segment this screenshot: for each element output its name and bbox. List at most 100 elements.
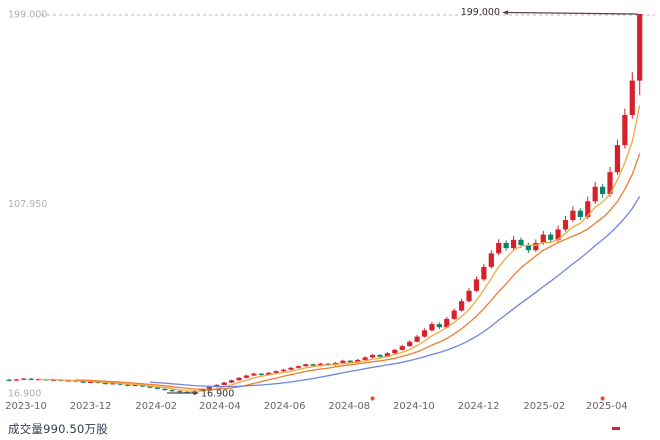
- candle-body: [510, 239, 517, 249]
- candle-body: [125, 384, 131, 386]
- candle-body: [466, 290, 472, 302]
- ma10-line: [75, 153, 641, 391]
- candle-body: [318, 363, 324, 366]
- x-axis-labels: 2023-10 2023-12 2024-02 2024-04 2024-06 2024-…: [5, 401, 628, 412]
- candle-body: [444, 318, 450, 328]
- candle-body: [377, 354, 383, 357]
- candle-body: [288, 367, 294, 370]
- x-axis-label: 2023-10: [5, 401, 47, 412]
- candle-body: [110, 383, 116, 385]
- volume-bar-fragment: [612, 427, 620, 430]
- candle-body: [13, 379, 20, 381]
- candle-body: [503, 242, 509, 249]
- candle-body: [473, 279, 480, 291]
- candle-body: [147, 386, 153, 388]
- min-price-label: 16.900: [201, 389, 234, 400]
- candle-body: [132, 384, 138, 387]
- candle-body: [488, 253, 494, 267]
- candle-body: [154, 387, 160, 389]
- candles-layer: [6, 14, 643, 394]
- candle-body: [50, 379, 57, 381]
- x-axis-label: 2024-02: [135, 401, 177, 412]
- candle-body: [607, 172, 613, 195]
- candle-body: [206, 386, 212, 389]
- candle-body: [251, 373, 257, 376]
- candle-body: [392, 349, 398, 354]
- x-axis-label: 2024-10: [393, 401, 435, 412]
- candle-body: [637, 14, 643, 81]
- candle-body: [592, 186, 598, 202]
- candle-body: [295, 366, 301, 368]
- x-axis-label: 2023-12: [70, 401, 112, 412]
- candle-body: [243, 375, 250, 378]
- max-price-annotation: 199.000: [461, 7, 638, 18]
- candle-body: [21, 378, 27, 380]
- x-axis-label: 2024-04: [199, 401, 241, 412]
- candle-body: [266, 372, 272, 375]
- candle-body: [362, 357, 368, 360]
- x-axis-label: 2025-04: [586, 401, 628, 412]
- min-price-annotation: 16.900: [167, 389, 234, 400]
- candle-body: [451, 310, 457, 319]
- candle-body: [496, 242, 502, 254]
- candle-body: [414, 336, 420, 342]
- candle-body: [429, 324, 435, 331]
- candle-body: [436, 324, 442, 328]
- candle-body: [399, 346, 405, 350]
- candle-body: [518, 239, 524, 246]
- candle-body: [570, 210, 576, 221]
- candle-body: [347, 360, 353, 363]
- candle-body: [169, 390, 175, 392]
- candle-body: [236, 377, 242, 381]
- x-axis-label: 2024-06: [264, 401, 306, 412]
- ma20-line: [149, 196, 641, 388]
- candle-body: [88, 381, 94, 383]
- volume-pane-title: 成交量990.50万股: [8, 422, 108, 436]
- candle-body: [310, 364, 316, 366]
- candle-body: [273, 371, 279, 373]
- candle-body: [65, 380, 71, 382]
- x-axis-label: 2024-08: [328, 401, 370, 412]
- max-arrow-icon: [502, 10, 508, 15]
- y-axis-label: 199.000: [8, 10, 47, 21]
- y-axis-label: 107.950: [8, 199, 47, 210]
- candle-body: [369, 354, 376, 358]
- candle-body: [481, 266, 487, 280]
- candle-body: [555, 229, 561, 240]
- event-marker-dot: [370, 396, 375, 401]
- y-axis-labels: 199.000 107.950 16.900: [8, 10, 47, 400]
- candle-body: [36, 379, 42, 381]
- candle-body: [102, 383, 109, 385]
- candle-body: [459, 301, 465, 311]
- candle-body: [303, 364, 309, 367]
- candle-body: [525, 245, 531, 251]
- candle-body: [577, 210, 583, 217]
- candle-body: [407, 341, 413, 347]
- candle-body: [540, 234, 546, 243]
- candle-body: [258, 373, 264, 375]
- candle-body: [162, 388, 168, 391]
- candle-body: [533, 242, 539, 251]
- candle-body: [421, 330, 428, 337]
- candle-body: [139, 384, 146, 387]
- candle-body: [80, 381, 86, 383]
- min-arrow-icon: [193, 390, 199, 396]
- candle-body: [355, 359, 361, 363]
- max-leader-line: [506, 11, 638, 15]
- candle-body: [229, 380, 235, 383]
- candle-body: [629, 80, 635, 115]
- candle-body: [585, 201, 591, 217]
- candle-body: [340, 360, 346, 363]
- x-axis-label: 2024-12: [458, 401, 500, 412]
- candle-body: [614, 145, 621, 173]
- candle-body: [28, 378, 34, 380]
- y-axis-label: 16.900: [8, 389, 41, 400]
- ma5-line: [38, 105, 641, 392]
- candle-body: [280, 369, 287, 372]
- x-axis-label: 2025-02: [523, 401, 565, 412]
- max-price-label: 199.000: [461, 7, 500, 18]
- candle-body: [384, 353, 391, 357]
- event-marker-dot: [600, 396, 605, 401]
